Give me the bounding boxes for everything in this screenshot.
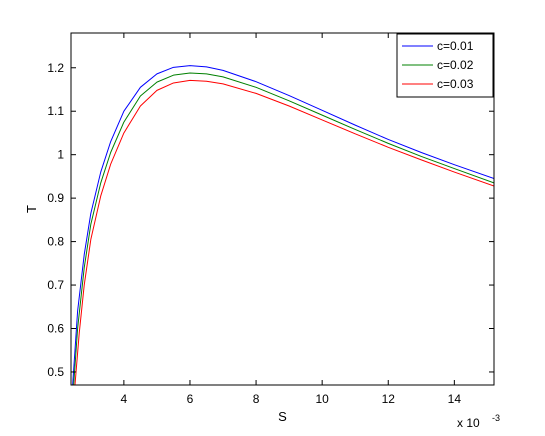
y-axis-label: T <box>24 205 39 213</box>
y-tick-label-2: 0.6 <box>47 322 64 336</box>
y-tick-label-5: 0.9 <box>47 191 64 205</box>
x-exponent-power: -3 <box>492 413 500 423</box>
legend-label-2: c=0.02 <box>437 58 474 72</box>
axes-box <box>70 32 495 386</box>
x-tick-label-5: 12 <box>382 392 396 406</box>
x-tick-label-3: 8 <box>253 392 260 406</box>
series-line-3 <box>74 79 494 385</box>
y-tick-label-7: 1.1 <box>47 104 64 118</box>
y-tick-label-3: 0.7 <box>47 278 64 292</box>
x-tick-label-2: 6 <box>187 392 194 406</box>
y-tick-label-1: 0.5 <box>47 365 64 379</box>
x-tick-label-1: 4 <box>121 392 128 406</box>
x-axis-label: S <box>278 409 287 424</box>
series-layer <box>72 65 494 385</box>
axes-layer: 4 6 8 10 12 14 0.5 0.6 0.7 0.8 0.9 1 1.1 1.2 S Tx 10 -3 <box>24 32 500 430</box>
y-tick-label-4: 0.8 <box>47 235 64 249</box>
legend-label-3: c=0.03 <box>437 77 474 91</box>
y-tick-label-6: 1 <box>57 148 64 162</box>
x-exponent-label: x 10 <box>457 416 480 430</box>
x-tick-label-4: 10 <box>315 392 329 406</box>
y-tick-label-8: 1.2 <box>47 61 64 75</box>
series-line-2 <box>73 72 494 385</box>
legend-label-1: c=0.01 <box>437 39 474 53</box>
x-tick-label-6: 14 <box>448 392 462 406</box>
series-line-1 <box>72 65 494 385</box>
legend: c=0.01 c=0.02 c=0.03 <box>396 33 494 98</box>
